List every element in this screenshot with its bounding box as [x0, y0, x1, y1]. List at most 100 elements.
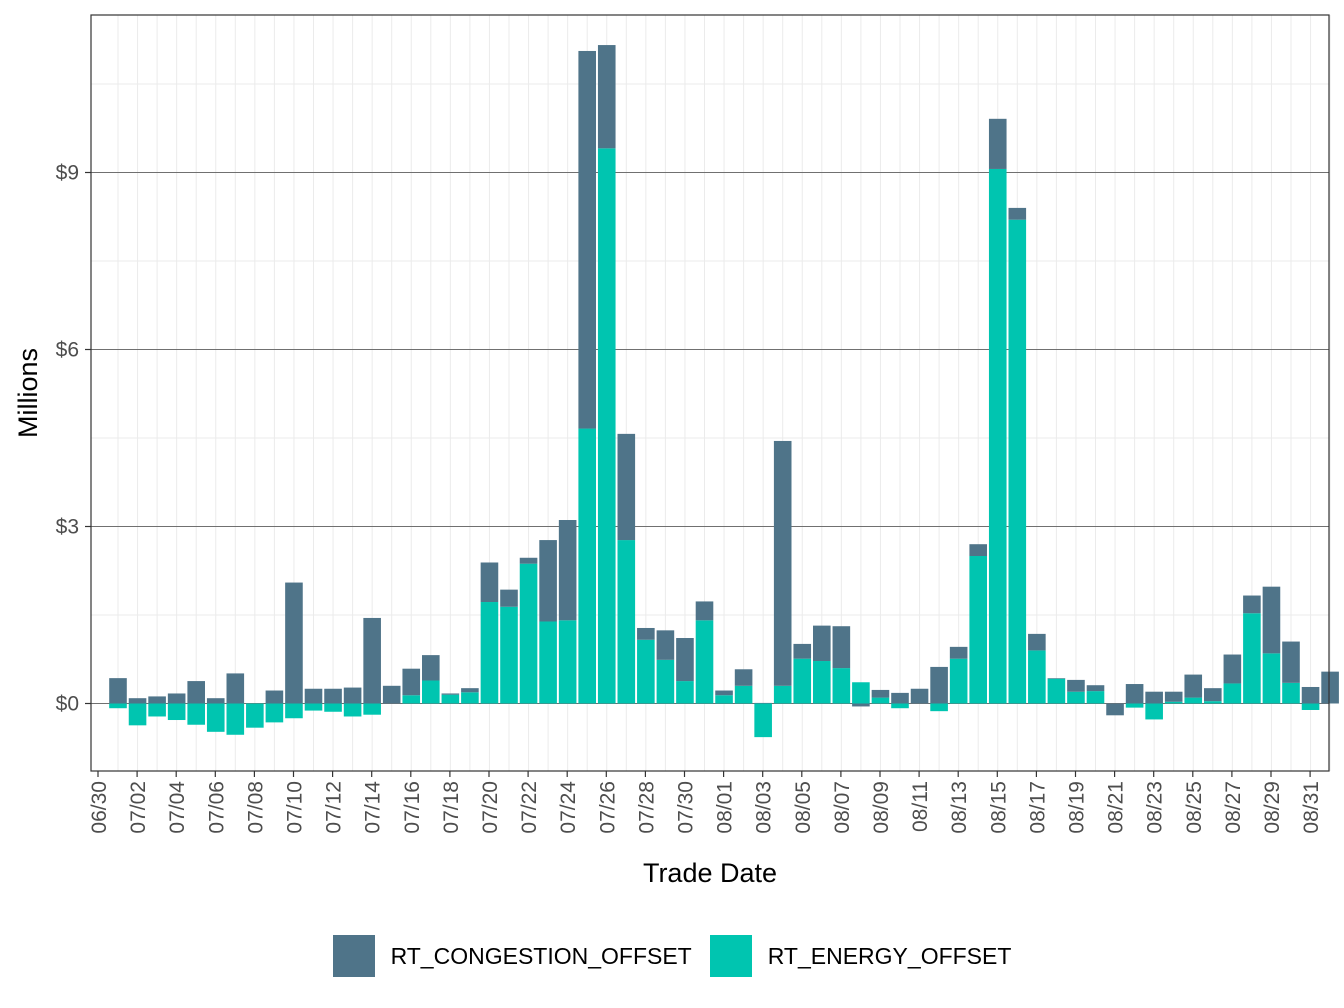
bar-congestion [539, 540, 557, 622]
bar-congestion [1145, 691, 1163, 704]
bar-congestion [324, 688, 342, 704]
bar-energy [324, 703, 342, 712]
bar-energy [1204, 701, 1222, 704]
bar-energy [128, 703, 147, 726]
bar-energy [1047, 678, 1066, 704]
bar-congestion [1067, 679, 1085, 692]
bar-energy [206, 703, 225, 732]
bar-congestion [949, 646, 968, 659]
bar-congestion [597, 45, 616, 149]
bar-energy [832, 668, 851, 704]
y-tick-label: $6 [56, 339, 79, 362]
x-tick-label: 07/28 [635, 781, 658, 834]
x-tick-label: 07/10 [284, 781, 307, 834]
bar-energy [363, 703, 381, 715]
bar-congestion [128, 698, 147, 704]
bar-congestion [1086, 685, 1105, 692]
bar-congestion [343, 687, 362, 704]
bar-congestion [1282, 641, 1300, 683]
bar-energy [1145, 703, 1163, 720]
bar-energy [930, 703, 948, 712]
bar-energy [1164, 701, 1183, 704]
bar-energy [1301, 703, 1320, 710]
legend-label-congestion: RT_CONGESTION_OFFSET [390, 942, 692, 969]
bar-congestion [891, 692, 909, 704]
bar-congestion [1223, 654, 1242, 684]
bar-congestion [148, 696, 166, 704]
x-tick-label: 07/06 [205, 781, 228, 834]
bar-congestion [441, 693, 460, 695]
bar-energy [988, 168, 1007, 704]
bar-congestion [813, 625, 831, 662]
bar-congestion [695, 601, 714, 621]
x-tick-label: 07/22 [518, 781, 541, 834]
bar-energy [187, 703, 205, 725]
x-tick-label: 07/02 [127, 781, 150, 834]
x-tick-label: 08/23 [1144, 781, 1167, 834]
axes: $0 $3 $6 $9 06/30 07/02 07/04 07/06 07/08 07/10 07… [56, 162, 1323, 834]
bar-energy [343, 703, 362, 717]
bar-congestion [206, 698, 225, 704]
bar-energy [656, 659, 675, 704]
bar-energy [402, 695, 421, 704]
bar-congestion [1321, 671, 1339, 704]
bar-congestion [187, 681, 205, 704]
bar-energy [1008, 219, 1027, 704]
bar-congestion [1164, 691, 1183, 702]
bar-congestion [1028, 633, 1046, 651]
stacked-bar-chart: $0 $3 $6 $9 06/30 07/02 07/04 07/06 07/08 07/10 07… [13, 14, 1339, 888]
bar-energy [265, 703, 284, 723]
bar-energy [1262, 653, 1281, 704]
panel-border [90, 14, 1330, 772]
legend-key-congestion [332, 935, 375, 977]
bar-congestion [461, 688, 479, 693]
x-tick-label: 07/18 [440, 781, 463, 834]
y-tick-label: $3 [56, 516, 79, 539]
bar-energy [1086, 691, 1105, 704]
x-tick-label: 08/21 [1105, 781, 1128, 834]
bar-congestion [910, 688, 929, 704]
bar-congestion [363, 617, 381, 704]
x-tick-label: 08/31 [1300, 781, 1323, 834]
x-tick-label: 06/30 [88, 781, 111, 834]
bar-congestion [637, 627, 655, 640]
bar-energy [167, 703, 186, 721]
bar-energy [773, 685, 792, 704]
bar-congestion [1184, 674, 1203, 698]
bar-congestion [1243, 595, 1261, 614]
bar-energy [285, 703, 303, 719]
bar-energy [441, 694, 460, 704]
x-tick-label: 08/03 [753, 781, 776, 834]
x-tick-label: 08/15 [987, 781, 1010, 834]
bar-energy [1223, 683, 1242, 704]
bar-energy [1125, 703, 1144, 708]
bar-energy [754, 703, 772, 738]
bar-congestion [167, 693, 186, 704]
bar-energy [480, 602, 499, 704]
bar-energy [715, 695, 733, 704]
bar-congestion [773, 440, 792, 686]
x-tick-label: 08/07 [831, 781, 854, 834]
bar-congestion [1125, 684, 1144, 704]
x-tick-label: 08/29 [1261, 781, 1284, 834]
bar-energy [891, 703, 909, 709]
bar-energy [969, 556, 987, 704]
bar-congestion [676, 638, 694, 682]
bar-congestion [832, 626, 851, 669]
bar-energy [304, 703, 323, 711]
legend: RT_CONGESTION_OFFSET RT_ENERGY_OFFSET [0, 932, 1344, 980]
legend-label-energy: RT_ENERGY_OFFSET [767, 942, 1012, 969]
x-tick-label: 08/19 [1066, 781, 1089, 834]
bar-congestion [265, 690, 284, 704]
bar-energy [871, 697, 890, 704]
bar-energy [1067, 691, 1085, 704]
bar-energy [558, 620, 577, 704]
bar-congestion [285, 582, 303, 704]
x-tick-label: 08/17 [1026, 781, 1049, 834]
bar-energy [813, 661, 831, 704]
bar-energy [1028, 650, 1046, 704]
bar-energy [500, 606, 518, 704]
bar-energy [539, 621, 557, 704]
y-axis-title: Millions [13, 348, 43, 438]
bars [109, 45, 1339, 738]
